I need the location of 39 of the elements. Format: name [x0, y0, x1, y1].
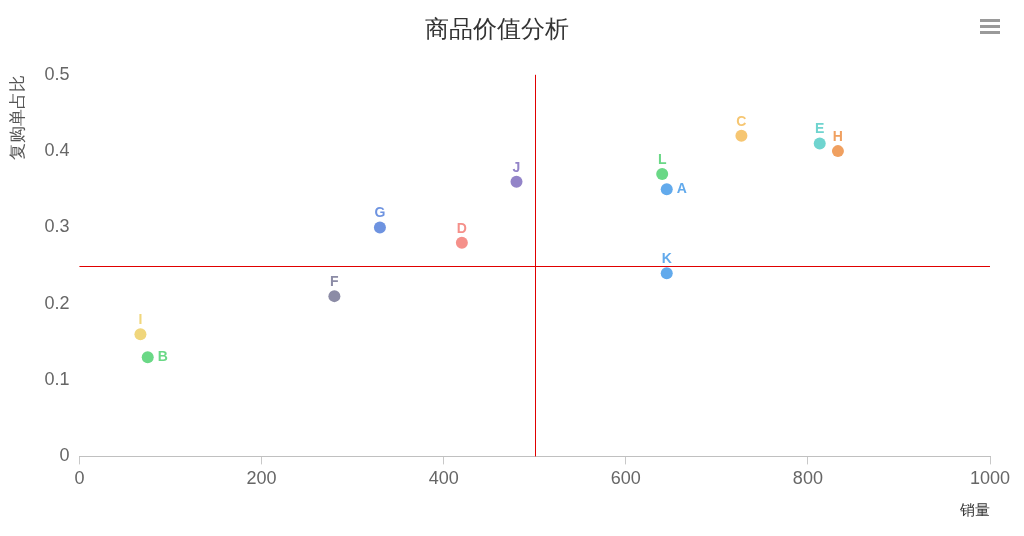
point	[813, 137, 826, 150]
chart-title: 商品价值分析	[425, 15, 569, 43]
y-axis-title: 复购单占比	[7, 74, 27, 160]
point	[141, 351, 154, 364]
y-tick-label: 0.3	[44, 216, 70, 237]
x-tick-label: 600	[610, 468, 641, 489]
series-label: I	[138, 311, 143, 328]
point	[328, 290, 341, 303]
x-tick-label: 200	[246, 468, 277, 489]
point	[660, 267, 673, 280]
x-axis-title: 销量	[959, 501, 990, 519]
point	[831, 145, 844, 158]
series-label: A	[676, 180, 687, 197]
x-tick-label: 1000	[969, 468, 1011, 489]
series-label: B	[157, 348, 168, 365]
y-tick-label: 0	[59, 445, 70, 466]
series-label: J	[512, 158, 521, 175]
point	[510, 175, 523, 188]
series-label: F	[330, 272, 340, 289]
point	[660, 183, 673, 196]
point	[735, 129, 748, 142]
series-label: K	[661, 250, 672, 267]
point	[373, 221, 386, 234]
x-tick-label: 800	[792, 468, 823, 489]
series-label: E	[815, 120, 825, 137]
y-tick-label: 0.2	[44, 292, 70, 313]
y-tick-label: 0.5	[44, 63, 70, 84]
x-tick-label: 400	[428, 468, 459, 489]
series-label: C	[736, 112, 747, 129]
series-label: D	[456, 219, 467, 236]
x-tick-label: 0	[74, 468, 85, 489]
series-label: L	[657, 150, 667, 167]
point	[134, 328, 147, 341]
series-label: G	[374, 204, 386, 221]
series-label: H	[832, 127, 843, 144]
y-tick-label: 0.1	[44, 369, 70, 390]
point	[455, 236, 468, 249]
point	[656, 168, 669, 181]
y-tick-label: 0.4	[44, 140, 70, 161]
